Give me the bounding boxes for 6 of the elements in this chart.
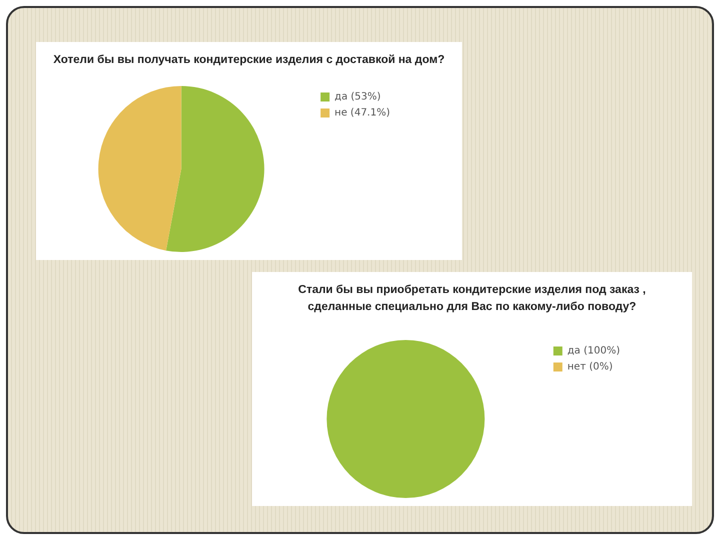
legend-label: да (100%) <box>567 346 620 357</box>
chart-title: Стали бы вы приобретать кондитерские изделия под заказ , сделанные специально для Вас по какому-либо поводу? <box>297 283 647 315</box>
legend-label: нет (0%) <box>567 362 613 373</box>
legend-label: не (47.1%) <box>334 108 390 119</box>
legend-label: да (53%) <box>334 92 381 103</box>
chart-title: Хотели бы вы получать кондитерские изделия с доставкой на дом? <box>52 53 446 68</box>
